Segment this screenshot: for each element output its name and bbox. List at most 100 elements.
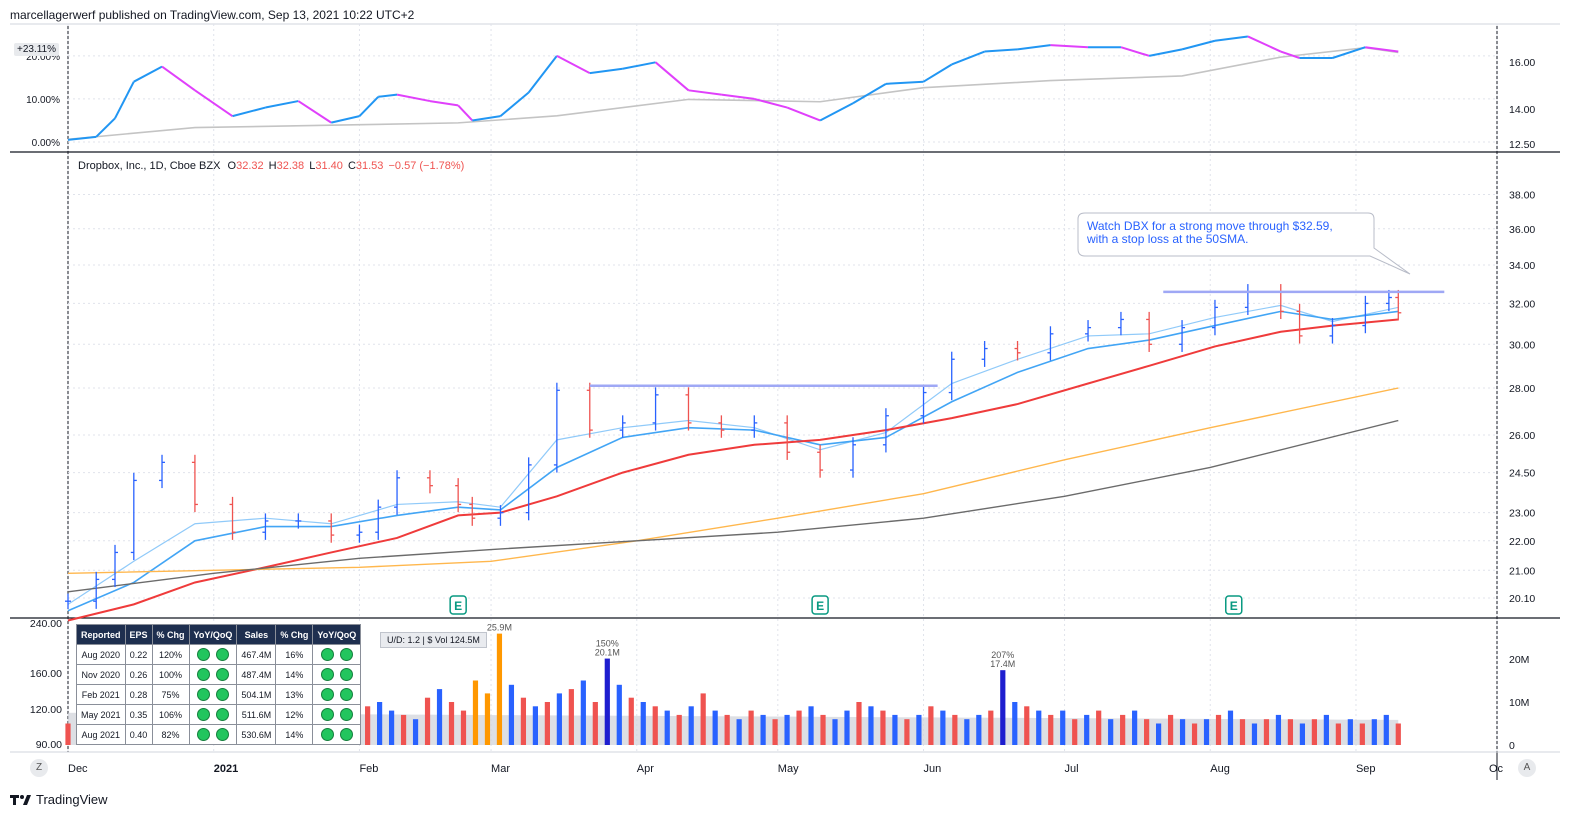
volume-bar xyxy=(1048,714,1054,745)
table-cell: Aug 2020 xyxy=(76,644,126,665)
price-bar xyxy=(130,472,137,561)
earnings-icon-letter: E xyxy=(1230,599,1238,613)
volume-bar xyxy=(508,684,515,745)
price-bar xyxy=(882,408,889,453)
publish-header: marcellagerwerf published on TradingView… xyxy=(10,8,415,22)
y-tick-label: 32.00 xyxy=(1509,298,1535,310)
table-cell: 106% xyxy=(151,704,190,725)
price-bar xyxy=(1244,284,1251,316)
earnings-icon: E xyxy=(811,595,829,615)
table-cell: 12% xyxy=(275,704,314,725)
green-dot-icon xyxy=(320,648,334,661)
volume-bar xyxy=(1383,714,1389,745)
price-bar xyxy=(375,499,382,540)
price-bar xyxy=(262,513,269,540)
volume-bar xyxy=(1144,719,1150,745)
rs-line-segment xyxy=(331,115,360,124)
rs-line-segment xyxy=(297,100,332,124)
volume-average-area xyxy=(68,712,1399,745)
y-tick-label: 38.00 xyxy=(1509,190,1535,202)
volume-bar xyxy=(964,719,970,745)
volume-value-label: 17.4M xyxy=(990,659,1015,669)
table-cell: 487.4M xyxy=(236,664,277,685)
volume-bar xyxy=(1347,719,1353,745)
rs-line-segment xyxy=(754,97,788,109)
rs-line-segment xyxy=(1181,39,1216,51)
green-dot-icon xyxy=(215,708,229,721)
price-bar xyxy=(652,387,659,431)
auto-scale-button[interactable]: A xyxy=(1518,759,1536,777)
price-bar xyxy=(784,415,791,460)
rs-line-segment xyxy=(951,50,985,66)
price-bar xyxy=(1179,320,1186,352)
volume-bar xyxy=(628,697,634,745)
rs-line-segment xyxy=(852,82,887,105)
earnings-icon-box xyxy=(1225,595,1243,615)
table-cell: 0.28 xyxy=(124,684,153,705)
moving-average-line xyxy=(67,318,1399,622)
rs-right-tick: 16.00 xyxy=(1509,57,1535,69)
legend-open: 32.32 xyxy=(236,160,264,172)
rs-line-segment xyxy=(95,117,116,138)
volume-bar xyxy=(412,719,419,745)
x-tick-label: 2021 xyxy=(214,763,238,775)
price-bar xyxy=(1085,320,1092,342)
table-cell: 0.22 xyxy=(124,644,153,665)
volume-bar xyxy=(484,693,491,745)
growth-dots-cell xyxy=(312,684,362,705)
table-row: Aug 2021 0.40 82% 530.6M 14% xyxy=(76,724,362,745)
y-tick-label: 26.00 xyxy=(1509,430,1535,442)
legend-close-label: C xyxy=(347,160,356,172)
y-tick-label: 34.00 xyxy=(1509,260,1535,272)
x-tick-label: May xyxy=(778,763,799,775)
rs-line-segment xyxy=(396,93,431,103)
volume-bar xyxy=(424,697,431,745)
volume-bar xyxy=(988,710,994,745)
volume-bar xyxy=(1084,714,1090,745)
green-dot-icon xyxy=(339,648,353,661)
footer[interactable]: TradingView xyxy=(10,792,108,807)
green-dot-icon xyxy=(215,668,229,681)
volume-bar xyxy=(892,714,898,745)
x-tick-label: Jul xyxy=(1065,763,1079,775)
volume-bar xyxy=(916,714,922,745)
table-cell: 0.26 xyxy=(124,664,153,685)
rs-line-segment xyxy=(114,81,135,119)
volume-left-tick: 240.00 xyxy=(30,618,62,630)
annotation-callout xyxy=(1077,212,1411,275)
rs-right-tick: 14.00 xyxy=(1509,104,1535,116)
volume-bar xyxy=(820,714,826,745)
volume-bar xyxy=(1191,723,1198,745)
y-tick-label: 28.00 xyxy=(1509,383,1535,395)
price-bar xyxy=(1362,295,1369,334)
fund-header-3: YoY/QoQ xyxy=(188,624,238,645)
rs-left-tick: 0.00% xyxy=(32,138,60,149)
price-bar xyxy=(948,351,955,401)
volume-bar xyxy=(65,723,71,745)
table-cell: 82% xyxy=(151,724,190,745)
green-dot-icon xyxy=(320,668,334,681)
volume-bar xyxy=(1371,719,1377,745)
volume-bar xyxy=(904,719,910,745)
legend-high: 32.38 xyxy=(276,160,305,172)
rs-line-segment xyxy=(688,89,722,96)
fundamentals-table: Reported EPS% Chg YoY/QoQ Sales% Chg YoY/QoQ… xyxy=(76,624,362,745)
y-tick-label: 22.00 xyxy=(1509,536,1535,548)
price-bar xyxy=(328,513,335,543)
table-cell: 511.6M xyxy=(236,704,277,725)
volume-bar xyxy=(580,680,586,745)
price-bar xyxy=(93,571,100,609)
annotation-line-2: with a stop loss at the 50SMA. xyxy=(1087,232,1249,246)
rs-line-segment xyxy=(1365,46,1399,53)
moving-average-line xyxy=(67,387,1399,575)
table-cell: 0.40 xyxy=(124,724,153,745)
zoom-button[interactable]: Z xyxy=(30,759,48,777)
rs-right-tick: 12.50 xyxy=(1509,139,1535,151)
price-bar xyxy=(1395,289,1402,321)
volume-bar xyxy=(1155,723,1162,745)
table-cell: Nov 2020 xyxy=(76,664,126,685)
volume-bar xyxy=(796,710,802,745)
earnings-icon-box xyxy=(449,595,467,615)
legend-change: −0.57 (−1.78%) xyxy=(388,160,465,172)
